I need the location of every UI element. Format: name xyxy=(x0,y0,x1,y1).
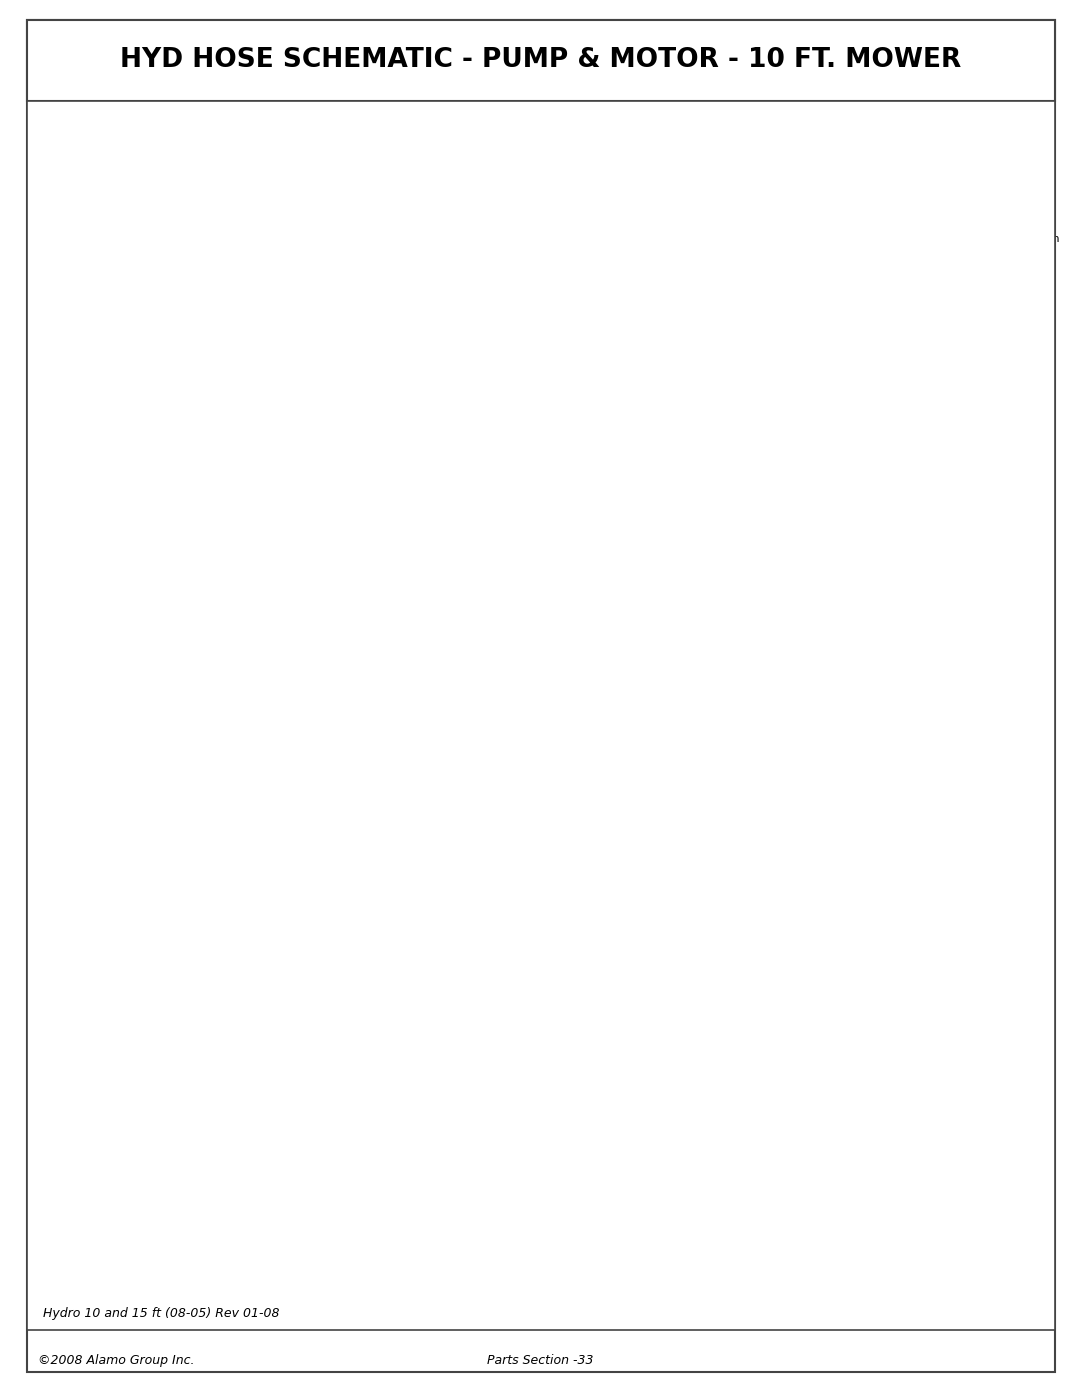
Text: DESCRIPTION: DESCRIPTION xyxy=(389,795,504,810)
Text: HOSE ASY, #16 - 16FJX - 16MPX - 27" LG: HOSE ASY, #16 - 16FJX - 16MPX - 27" LG xyxy=(389,1028,671,1042)
Text: 4: 4 xyxy=(32,990,41,1004)
Text: Detail A: Detail A xyxy=(707,205,761,219)
Text: (Pressure from: (Pressure from xyxy=(978,233,1059,243)
Text: ©2008 Alamo Group Inc.: ©2008 Alamo Group Inc. xyxy=(38,1354,194,1368)
Text: Pump): Pump) xyxy=(1001,260,1037,270)
Text: 02979410: 02979410 xyxy=(164,990,235,1004)
Text: A: A xyxy=(364,232,373,244)
Text: 02979409: 02979409 xyxy=(164,954,235,968)
Text: (Right Wing Motor): (Right Wing Motor) xyxy=(681,233,787,243)
Text: 1: 1 xyxy=(267,880,275,895)
Text: ITEM: ITEM xyxy=(32,795,75,810)
Text: -: - xyxy=(267,844,271,858)
Text: 02979407: 02979407 xyxy=(164,880,235,895)
Text: HOSE ASY, #16 - 16FJX - 16FL90 - 55" LG: HOSE ASY, #16 - 16FJX - 16FL90 - 55" LG xyxy=(389,880,675,895)
Text: 6: 6 xyxy=(496,708,504,722)
Text: PART NO.: PART NO. xyxy=(164,795,244,810)
Text: HOSE, SUCTION #24 - 24FL90 - 63" LG: HOSE, SUCTION #24 - 24FL90 - 63" LG xyxy=(389,1101,657,1115)
Text: 1: 1 xyxy=(353,708,363,722)
Text: 00762693: 00762693 xyxy=(164,1175,235,1189)
Text: 02979877: 02979877 xyxy=(164,1139,235,1153)
Text: 5: 5 xyxy=(507,251,515,265)
Text: 3: 3 xyxy=(32,954,41,968)
Text: 2: 2 xyxy=(32,918,41,932)
Text: 6: 6 xyxy=(32,1065,41,1078)
Text: 00755474: 00755474 xyxy=(164,1028,234,1042)
Text: 02979559: 02979559 xyxy=(164,1065,235,1078)
Text: 4: 4 xyxy=(760,708,769,722)
Text: 1: 1 xyxy=(267,1249,275,1263)
Text: Cooling Tube): Cooling Tube) xyxy=(839,187,915,197)
Text: HOSE ASY, #16 - 16FX - 16FL90 - 35" LG: HOSE ASY, #16 - 16FX - 16FL90 - 35" LG xyxy=(389,918,671,932)
Text: 1: 1 xyxy=(267,1211,275,1225)
Text: 5: 5 xyxy=(32,1028,41,1042)
Text: 10: 10 xyxy=(32,1211,50,1225)
Text: 1: 1 xyxy=(267,1175,275,1189)
Text: HOSE, SUCTION #24 - 24FL90 - 55" LG: HOSE, SUCTION #24 - 24FL90 - 55" LG xyxy=(389,1139,657,1153)
Text: 11: 11 xyxy=(32,1249,50,1263)
Text: 11: 11 xyxy=(227,708,245,722)
Text: HOSE ASY, #16 - 16FJX - 16FJX45 - 38" LG: HOSE ASY, #16 - 16FJX - 16FJX45 - 38" LG xyxy=(389,1065,680,1078)
Text: HOSE ASY, #16 - 16FJX - 16FL - 45" LG: HOSE ASY, #16 - 16FJX - 16FL - 45" LG xyxy=(389,954,657,968)
Text: DRAWING, HOSE SCHEMATIC, PUMP & MOTOR: DRAWING, HOSE SCHEMATIC, PUMP & MOTOR xyxy=(389,844,707,858)
Text: 10: 10 xyxy=(868,147,886,161)
Text: 2: 2 xyxy=(267,1065,275,1078)
Text: 10: 10 xyxy=(187,257,204,271)
Text: HOSE ASY, #16 - 16FJX - 16FL90 - 142" LG: HOSE ASY, #16 - 16FJX - 16FL90 - 142" LG xyxy=(389,990,684,1004)
Text: 7: 7 xyxy=(160,584,170,598)
Text: 1: 1 xyxy=(32,880,41,895)
Text: HOSE ASY, #16 - 16FJX90 - 16FL90 - 100" LG: HOSE ASY, #16 - 16FJX90 - 16FL90 - 100" … xyxy=(389,1211,701,1225)
Text: 3: 3 xyxy=(171,395,179,409)
Text: Hydro 10 and 15 ft (08-05) Rev 01-08: Hydro 10 and 15 ft (08-05) Rev 01-08 xyxy=(43,1306,280,1320)
Text: 02979408: 02979408 xyxy=(164,918,235,932)
Text: 1: 1 xyxy=(267,1139,275,1153)
Text: 9: 9 xyxy=(252,342,260,356)
Text: 1: 1 xyxy=(267,954,275,968)
Text: (Return to: (Return to xyxy=(849,168,905,177)
Text: 4: 4 xyxy=(415,232,423,246)
Text: 7: 7 xyxy=(32,1101,41,1115)
Text: 8: 8 xyxy=(120,630,129,644)
Text: 10: 10 xyxy=(868,415,886,429)
Text: HOSE ASY, #4 - 4FJX - 4FJX - 38" LG: HOSE ASY, #4 - 4FJX - 4FJX - 38" LG xyxy=(389,1175,636,1189)
Text: 02979583: 02979583 xyxy=(164,844,235,858)
Text: Parts Section -33: Parts Section -33 xyxy=(487,1354,593,1368)
Text: QTY.: QTY. xyxy=(267,795,305,810)
Text: 9: 9 xyxy=(32,1175,41,1189)
Text: 1: 1 xyxy=(267,918,275,932)
Text: 02979584: 02979584 xyxy=(164,1211,235,1225)
Text: 1: 1 xyxy=(267,1028,275,1042)
Text: 6: 6 xyxy=(130,539,138,553)
Text: 1: 1 xyxy=(267,990,275,1004)
Text: 2: 2 xyxy=(618,708,626,722)
Text: 4: 4 xyxy=(1015,205,1024,219)
Text: 02979878: 02979878 xyxy=(164,1101,235,1115)
Text: 1: 1 xyxy=(267,1101,275,1115)
Text: 8: 8 xyxy=(32,1139,41,1153)
Text: HYD HOSE SCHEMATIC - PUMP & MOTOR - 10 FT. MOWER: HYD HOSE SCHEMATIC - PUMP & MOTOR - 10 F… xyxy=(121,47,961,73)
Text: HOSE ASY, #16 - 16FJX  - 16FL90 - 63" LG: HOSE ASY, #16 - 16FJX - 16FL90 - 63" LG xyxy=(389,1249,679,1263)
Text: 02979876: 02979876 xyxy=(164,1249,235,1263)
